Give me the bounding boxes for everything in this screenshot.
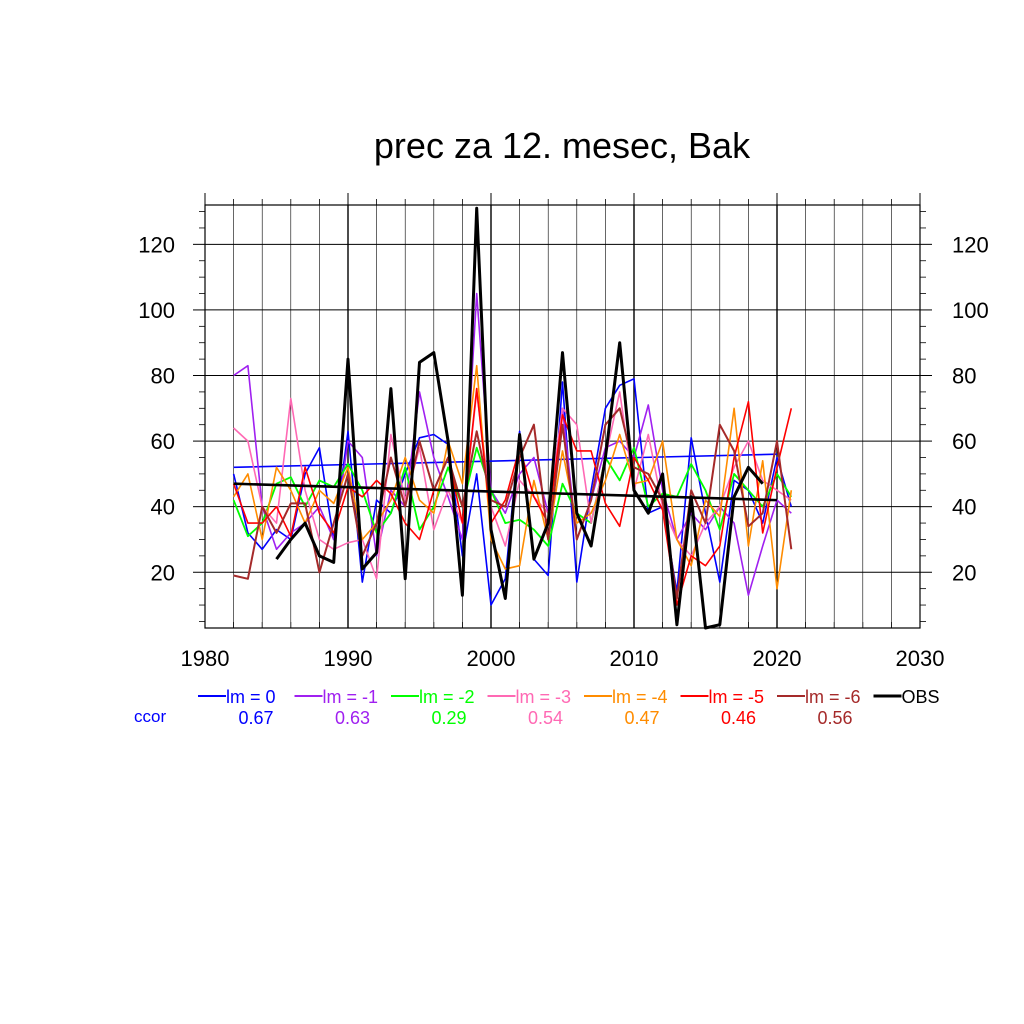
y-tick-label-right: 120 bbox=[952, 232, 989, 257]
series-group bbox=[232, 206, 793, 630]
legend-label: lm = -2 bbox=[419, 687, 475, 707]
legend-label: lm = -3 bbox=[516, 687, 572, 707]
x-tick-label: 2010 bbox=[610, 646, 659, 671]
y-tick-label-right: 40 bbox=[952, 495, 976, 520]
legend-label: lm = -5 bbox=[709, 687, 765, 707]
legend-ccor-label: ccor bbox=[134, 707, 166, 726]
chart-title: prec za 12. mesec, Bak bbox=[374, 125, 751, 166]
legend-label: OBS bbox=[902, 687, 940, 707]
legend-ccor-value: 0.54 bbox=[528, 708, 563, 728]
trend-line-OBS bbox=[233, 482, 778, 502]
grid bbox=[205, 205, 920, 628]
legend-label: lm = -6 bbox=[805, 687, 861, 707]
x-tick-label: 2030 bbox=[896, 646, 945, 671]
series-line-OBS bbox=[275, 206, 764, 630]
y-tick-label: 120 bbox=[138, 232, 175, 257]
series-line-lm-6 bbox=[233, 407, 793, 600]
y-tick-label: 20 bbox=[151, 560, 175, 585]
plot-frame bbox=[204, 204, 921, 629]
y-tick-label: 40 bbox=[151, 495, 175, 520]
x-tick-label: 2020 bbox=[753, 646, 802, 671]
y-tick-label: 60 bbox=[151, 429, 175, 454]
legend-ccor-value: 0.63 bbox=[335, 708, 370, 728]
legend-label: lm = -1 bbox=[323, 687, 379, 707]
y-tick-label-right: 20 bbox=[952, 560, 976, 585]
legend-ccor-value: 0.46 bbox=[721, 708, 756, 728]
x-tick-label: 2000 bbox=[467, 646, 516, 671]
x-tick-label: 1980 bbox=[181, 646, 230, 671]
y-tick-label: 100 bbox=[138, 298, 175, 323]
legend-ccor-value: 0.29 bbox=[431, 708, 466, 728]
y-tick-label-right: 80 bbox=[952, 364, 976, 389]
y-tick-label-right: 60 bbox=[952, 429, 976, 454]
legend-ccor-value: 0.67 bbox=[238, 708, 273, 728]
legend-label: lm = -4 bbox=[612, 687, 668, 707]
legend-ccor-value: 0.47 bbox=[624, 708, 659, 728]
legend-label: lm = 0 bbox=[226, 687, 276, 707]
x-tick-label: 1990 bbox=[324, 646, 373, 671]
legend-ccor-value: 0.56 bbox=[817, 708, 852, 728]
series-line-lm-4 bbox=[232, 364, 793, 590]
y-tick-label-right: 100 bbox=[952, 298, 989, 323]
trend-line-lm=0 bbox=[233, 453, 778, 469]
y-tick-label: 80 bbox=[151, 364, 175, 389]
